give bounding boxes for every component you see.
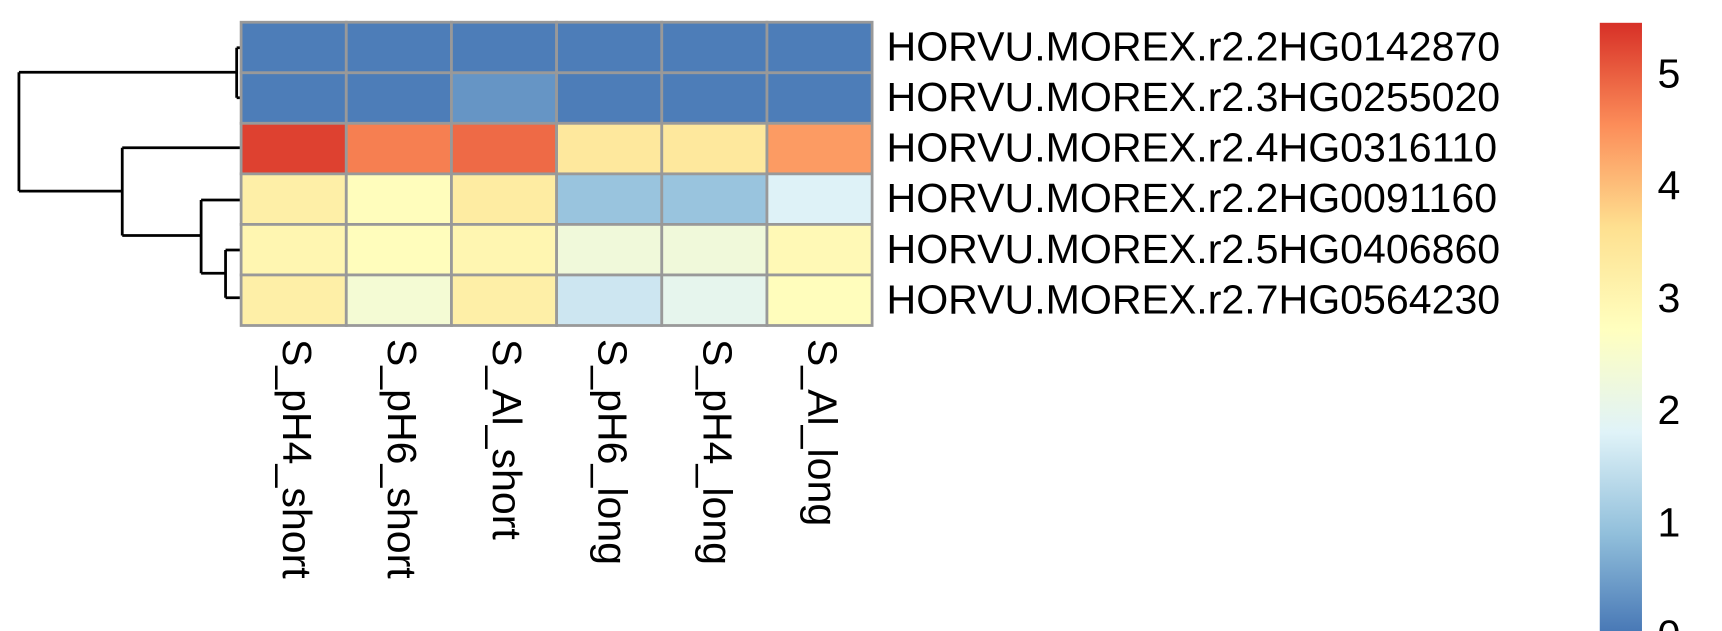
heatmap-cell (239, 71, 348, 125)
heatmap-cell (344, 121, 453, 176)
heatmap-cell (239, 20, 348, 75)
row-label: HORVU.MOREX.r2.4HG0316110 (887, 125, 1498, 171)
column-label: S_pH6_short (379, 339, 425, 579)
heatmap-cell (555, 172, 664, 226)
heatmap-cell (765, 20, 874, 75)
heatmap-cell (660, 223, 769, 277)
heatmap-cell (239, 273, 348, 327)
heatmap-cell (239, 223, 348, 277)
heatmap-cell (660, 20, 769, 75)
heatmap-cell (765, 223, 874, 277)
heatmap-cell (450, 71, 558, 125)
row-label: HORVU.MOREX.r2.2HG0091160 (887, 175, 1498, 221)
heatmap-cell (555, 273, 664, 327)
heatmap-cell (555, 121, 664, 176)
column-label: S_Al_short (484, 339, 530, 541)
colorbar-tick-label: 0 (1658, 612, 1681, 631)
heatmap-cell (344, 71, 453, 125)
heatmap-cell (660, 273, 769, 327)
heatmap-cell (344, 273, 453, 327)
heatmap-cell (450, 273, 558, 327)
row-label: HORVU.MOREX.r2.2HG0142870 (887, 24, 1501, 70)
heatmap-cell (450, 172, 558, 226)
heatmap-cell (450, 121, 558, 176)
colorbar (1599, 22, 1642, 631)
colorbar-tick-label: 3 (1658, 275, 1681, 321)
heatmap-cell (344, 172, 453, 226)
column-label: S_pH4_short (274, 339, 320, 579)
heatmap-cell (765, 121, 874, 176)
heatmap-cell (660, 121, 769, 176)
heatmap-cell (660, 172, 769, 226)
heatmap-cell (765, 172, 874, 226)
heatmap-cell (555, 71, 664, 125)
colorbar-tick-label: 1 (1658, 499, 1681, 545)
row-label: HORVU.MOREX.r2.3HG0255020 (887, 74, 1501, 120)
heatmap-cell (239, 172, 348, 226)
row-label: HORVU.MOREX.r2.7HG0564230 (887, 276, 1501, 322)
heatmap-cell (239, 121, 348, 176)
column-label: S_pH6_long (589, 339, 635, 565)
heatmap-cell (450, 223, 558, 277)
heatmap-cell (450, 20, 558, 75)
heatmap-cell (344, 20, 453, 75)
colorbar-tick-label: 4 (1658, 163, 1681, 209)
colorbar-tick-label: 5 (1658, 51, 1681, 97)
heatmap-cell (555, 20, 664, 75)
column-label: S_Al_long (800, 339, 846, 526)
row-label: HORVU.MOREX.r2.5HG0406860 (887, 226, 1501, 272)
column-label: S_pH4_long (694, 339, 740, 565)
heatmap-cell (660, 71, 769, 125)
colorbar-tick-label: 2 (1658, 387, 1681, 433)
heatmap-cell (555, 223, 664, 277)
heatmap-cell (765, 71, 874, 125)
row-dendrogram (17, 46, 242, 300)
heatmap-cell (344, 223, 453, 277)
heatmap-cell (765, 273, 874, 327)
